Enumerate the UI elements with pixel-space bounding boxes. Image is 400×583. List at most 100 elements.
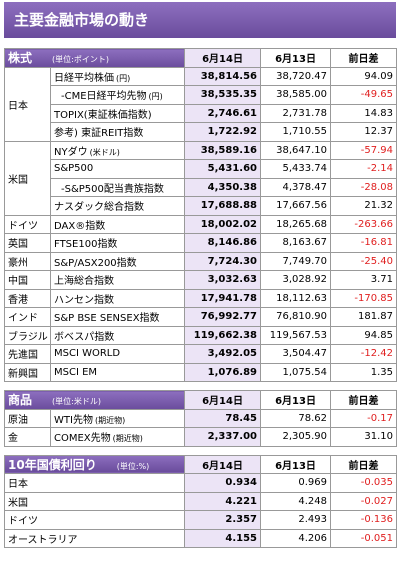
value: 38,814.56 bbox=[184, 66, 262, 86]
region: ドイツ bbox=[4, 214, 51, 234]
region: 日本 bbox=[4, 66, 51, 142]
value: 2,337.00 bbox=[184, 427, 262, 447]
instrument-note: (円) bbox=[116, 73, 131, 83]
data-row: 中国 上海総合指数 3,032.63 3,028.92 3.71 bbox=[4, 270, 398, 290]
section-header: 株式 (単位:ポイント) bbox=[3, 48, 186, 68]
instrument: ‐CME日経平均先物 (円) bbox=[49, 85, 186, 105]
region: 香港 bbox=[4, 288, 51, 308]
column-header: 前日差 bbox=[330, 390, 398, 410]
instrument-name: 日経平均株価 bbox=[54, 72, 114, 84]
value: 0.969 bbox=[260, 473, 331, 493]
value: 18,265.68 bbox=[260, 214, 332, 234]
instrument-name: MSCI WORLD bbox=[54, 348, 121, 360]
instrument: 日経平均株価 (円) bbox=[49, 66, 186, 86]
value: 94.09 bbox=[330, 66, 398, 86]
value: 38,647.10 bbox=[260, 140, 332, 160]
data-row: TOPIX(東証株価指数) 2,746.61 2,731.78 14.83 bbox=[5, 103, 398, 123]
value: 1,710.55 bbox=[260, 122, 332, 142]
section-header: 10年国債利回り (単位:%) bbox=[4, 454, 185, 474]
data-row: ナスダック総合指数 17,688.88 17,667.56 21.32 bbox=[5, 196, 398, 216]
value: 1,076.89 bbox=[184, 362, 262, 382]
data-row: ドイツ 2.357 2.493 -0.136 bbox=[4, 510, 397, 530]
value: 12.37 bbox=[330, 122, 398, 142]
region: 日本 bbox=[4, 473, 185, 493]
region: 豪州 bbox=[4, 251, 51, 271]
value: 3.71 bbox=[330, 270, 398, 290]
section-table: 商品 (単位:米ドル) 6月14日 6月13日 前日差 原油 WTI先物 (期近物) 78.45… bbox=[3, 390, 398, 447]
data-row: ‐CME日経平均先物 (円) 38,535.35 38,585.00 -49.65 bbox=[5, 85, 398, 105]
column-header: 6月14日 bbox=[184, 454, 261, 474]
instrument: S&P500 bbox=[49, 159, 186, 179]
region: 中国 bbox=[4, 270, 51, 290]
instrument-name: ボベスパ指数 bbox=[54, 331, 115, 343]
region: ブラジル bbox=[4, 325, 51, 345]
value: 18,112.63 bbox=[260, 288, 332, 308]
region: インド bbox=[4, 307, 51, 327]
value: 1,075.54 bbox=[260, 362, 332, 382]
section-unit: (単位:%) bbox=[116, 461, 150, 471]
value: -263.66 bbox=[330, 214, 398, 234]
instrument: ハンセン指数 bbox=[49, 288, 186, 308]
section-header: 商品 (単位:米ドル) bbox=[3, 390, 186, 410]
section-title: 株式 bbox=[8, 51, 33, 66]
value: 4,378.47 bbox=[260, 177, 332, 197]
instrument: TOPIX(東証株価指数) bbox=[49, 103, 186, 123]
data-row: ‐S&P500配当貴族指数 4,350.38 4,378.47 -28.08 bbox=[5, 177, 398, 197]
value: -170.85 bbox=[330, 288, 398, 308]
page-title: 主要金融市場の動き bbox=[4, 2, 396, 38]
value: -28.08 bbox=[330, 177, 398, 197]
instrument-note: (円) bbox=[148, 92, 163, 102]
value: 8,146.86 bbox=[184, 233, 262, 253]
instrument-note: (期近物) bbox=[94, 415, 126, 425]
value: 0.934 bbox=[184, 473, 261, 493]
instrument-note: (期近物) bbox=[112, 434, 143, 444]
value: 4,350.38 bbox=[184, 177, 262, 197]
value: -0.051 bbox=[330, 528, 397, 548]
region: 米国 bbox=[4, 491, 185, 511]
instrument: ‐S&P500配当貴族指数 bbox=[49, 177, 186, 197]
instrument: 上海総合指数 bbox=[49, 270, 186, 290]
value: 5,433.74 bbox=[260, 159, 332, 179]
value: 8,163.67 bbox=[260, 233, 332, 253]
instrument-name: 参考) 東証REIT指数 bbox=[54, 128, 144, 140]
data-row: 香港 ハンセン指数 17,941.78 18,112.63 -170.85 bbox=[4, 288, 398, 308]
instrument-name: 上海総合指数 bbox=[54, 276, 114, 288]
value: -2.14 bbox=[330, 159, 398, 179]
data-row: 先進国 MSCI WORLD 3,492.05 3,504.47 -12.42 bbox=[4, 344, 398, 364]
instrument-name: NYダウ bbox=[54, 146, 88, 158]
value: 1.35 bbox=[330, 362, 398, 382]
section-title: 10年国債利回り bbox=[8, 457, 97, 472]
data-row: 米国 4.221 4.248 -0.027 bbox=[4, 491, 397, 511]
value: -12.42 bbox=[330, 344, 398, 364]
value: 7,724.30 bbox=[184, 251, 262, 271]
instrument-name: FTSE100指数 bbox=[54, 239, 118, 251]
value: 38,720.47 bbox=[260, 66, 332, 86]
value: 119,567.53 bbox=[260, 325, 332, 345]
data-row: S&P500 5,431.60 5,433.74 -2.14 bbox=[5, 159, 398, 179]
value: 3,032.63 bbox=[184, 270, 262, 290]
value: -57.94 bbox=[330, 140, 398, 160]
value: 3,504.47 bbox=[260, 344, 332, 364]
instrument: NYダウ (米ドル) bbox=[49, 140, 186, 160]
value: 31.10 bbox=[330, 427, 398, 447]
instrument: DAX®指数 bbox=[49, 214, 186, 234]
value: 3,028.92 bbox=[260, 270, 332, 290]
data-row: 金 COMEX先物 (期近物) 2,337.00 2,305.90 31.10 bbox=[4, 427, 398, 447]
value: 17,941.78 bbox=[184, 288, 262, 308]
section-table: 10年国債利回り (単位:%) 6月14日 6月13日 前日差 日本 0.934 0.969-… bbox=[4, 454, 397, 549]
value: 94.85 bbox=[330, 325, 398, 345]
instrument: MSCI EM bbox=[49, 362, 186, 382]
data-row: 参考) 東証REIT指数 1,722.92 1,710.55 12.37 bbox=[5, 122, 398, 142]
instrument: S&P BSE SENSEX指数 bbox=[49, 307, 186, 327]
column-header: 前日差 bbox=[330, 454, 397, 474]
instrument: MSCI WORLD bbox=[49, 344, 186, 364]
value: -16.81 bbox=[330, 233, 398, 253]
tables: 株式 (単位:ポイント) 6月14日 6月13日 前日差 日本 日経平均株価 (円) 38,81… bbox=[0, 48, 400, 548]
value: 7,749.70 bbox=[260, 251, 332, 271]
value: -49.65 bbox=[330, 85, 398, 105]
data-row: ブラジル ボベスパ指数 119,662.38 119,567.53 94.85 bbox=[4, 325, 398, 345]
data-row: 日本 日経平均株価 (円) 38,814.56 38,720.47 94.09 bbox=[4, 66, 398, 142]
instrument: S&P/ASX200指数 bbox=[49, 251, 186, 271]
data-row: 日本 0.934 0.969 -0.035 bbox=[4, 473, 397, 493]
